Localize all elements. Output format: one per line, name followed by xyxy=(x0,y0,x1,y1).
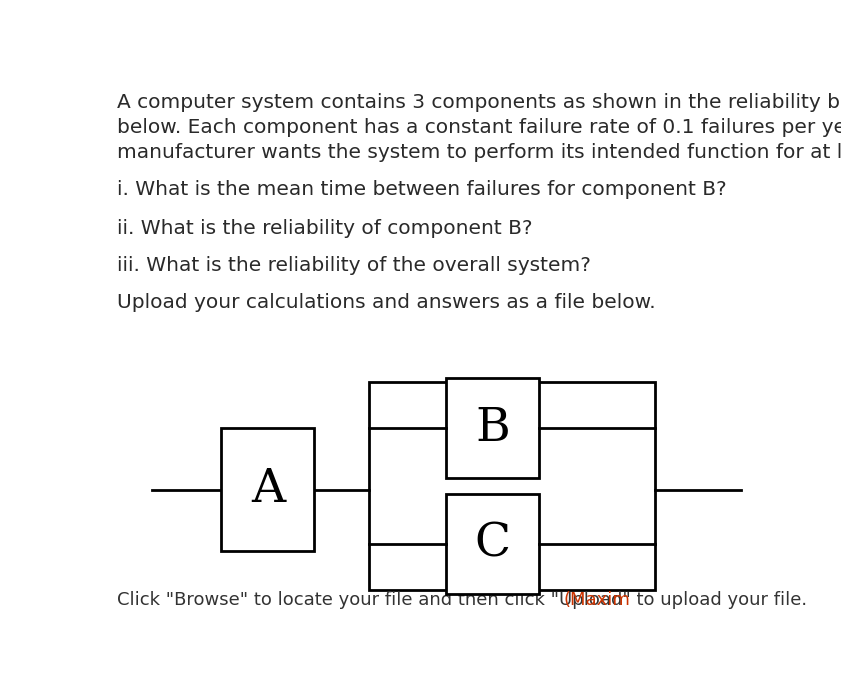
Text: Upload your calculations and answers as a file below.: Upload your calculations and answers as … xyxy=(117,293,655,312)
FancyBboxPatch shape xyxy=(368,382,655,590)
Text: (Maxim: (Maxim xyxy=(563,592,630,609)
Text: Click "Browse" to locate your file and then click "Upload" to upload your file.: Click "Browse" to locate your file and t… xyxy=(117,592,812,609)
Text: A: A xyxy=(251,467,285,513)
Text: iii. What is the reliability of the overall system?: iii. What is the reliability of the over… xyxy=(117,256,590,274)
Text: C: C xyxy=(474,521,510,567)
FancyBboxPatch shape xyxy=(446,378,539,478)
Text: i. What is the mean time between failures for component B?: i. What is the mean time between failure… xyxy=(117,180,727,200)
Text: A computer system contains 3 components as shown in the reliability block diagra: A computer system contains 3 components … xyxy=(117,93,841,112)
Text: ii. What is the reliability of component B?: ii. What is the reliability of component… xyxy=(117,219,532,238)
FancyBboxPatch shape xyxy=(221,428,315,552)
FancyBboxPatch shape xyxy=(446,494,539,594)
Text: below. Each component has a constant failure rate of 0.1 failures per year. The: below. Each component has a constant fai… xyxy=(117,118,841,137)
Text: manufacturer wants the system to perform its intended function for at least 7 ye: manufacturer wants the system to perform… xyxy=(117,142,841,161)
Text: B: B xyxy=(475,406,510,451)
